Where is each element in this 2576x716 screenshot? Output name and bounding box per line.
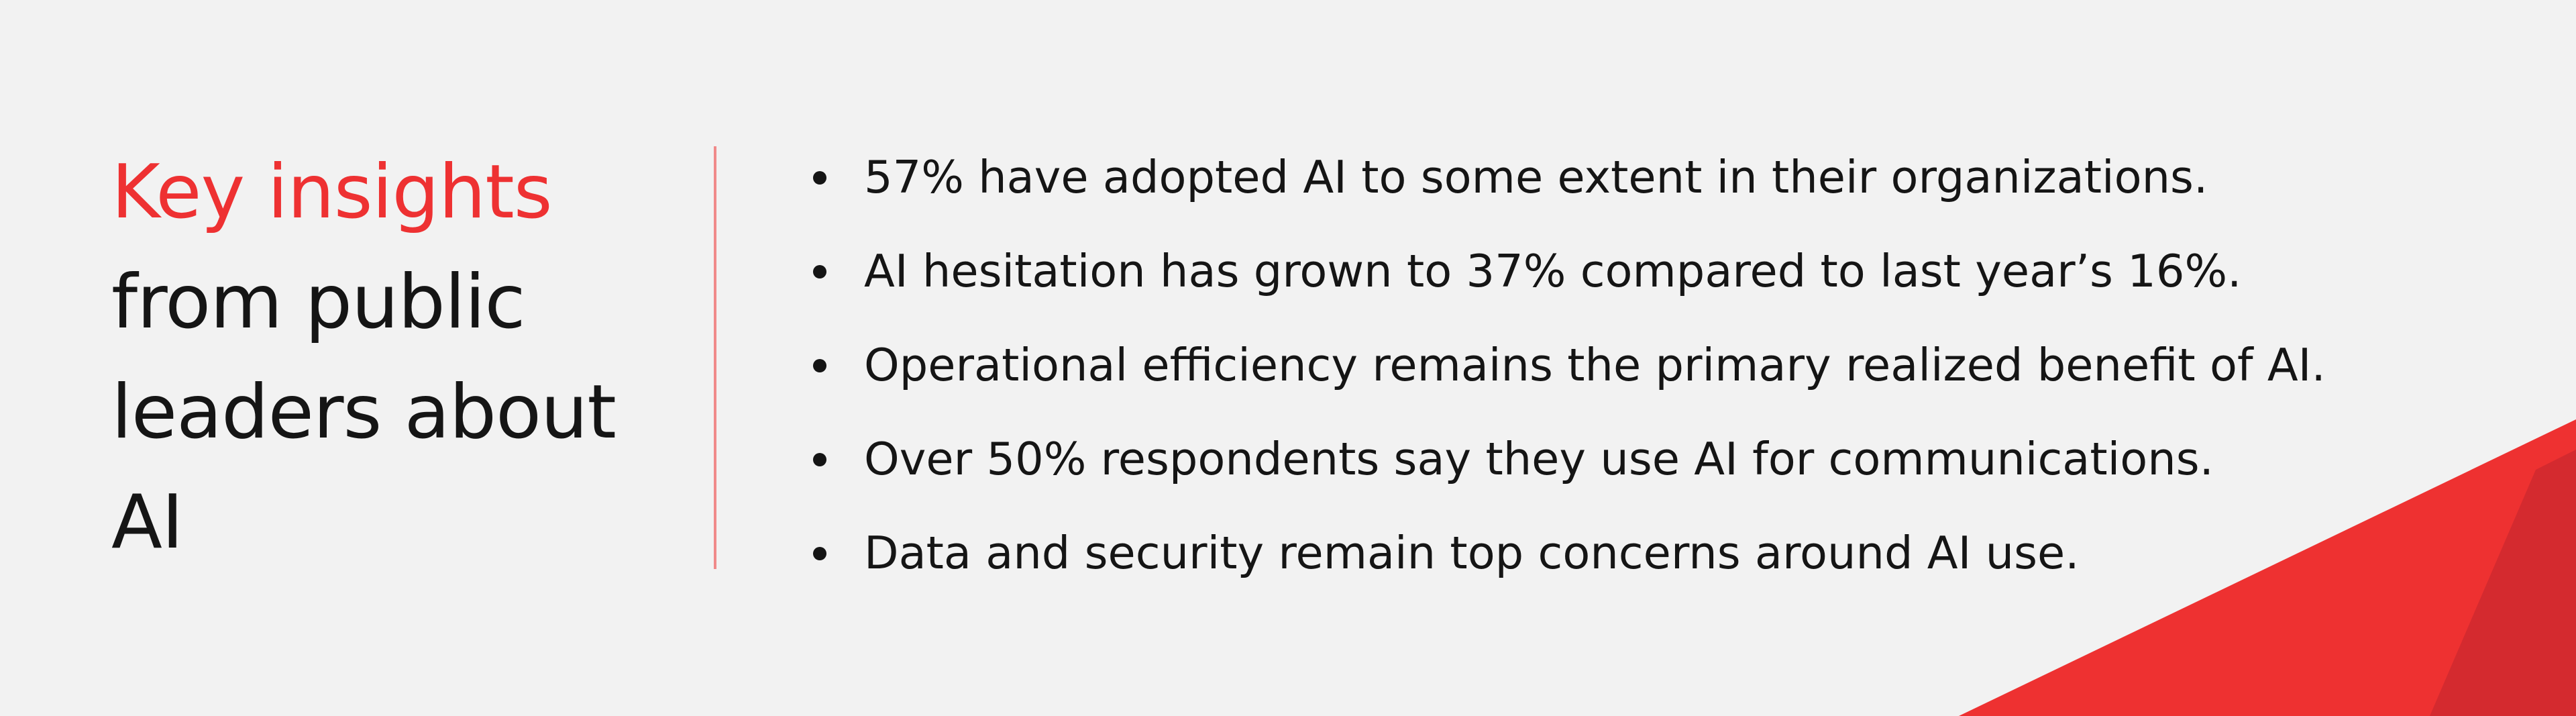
heading-accent: Key insights — [111, 149, 553, 236]
bullet-icon — [813, 265, 826, 278]
insight-item: AI hesitation has grown to 37% compared … — [813, 224, 2326, 318]
insight-item: Operational efficiency remains the prima… — [813, 318, 2326, 412]
insight-text: Data and security remain top concerns ar… — [864, 527, 2080, 579]
vertical-divider — [714, 146, 716, 569]
insight-item: Over 50% respondents say they use AI for… — [813, 412, 2326, 506]
banner-heading: Key insights from public leaders about A… — [111, 138, 688, 578]
bullet-icon — [813, 453, 826, 466]
insight-text: Over 50% respondents say they use AI for… — [864, 433, 2214, 485]
heading-rest: from public leaders about AI — [111, 259, 616, 566]
red-triangle-shape — [1959, 419, 2576, 716]
insight-item: Data and security remain top concerns ar… — [813, 506, 2326, 600]
dark-red-triangle-shape — [2430, 450, 2576, 716]
insight-text: Operational efficiency remains the prima… — [864, 339, 2326, 391]
bullet-icon — [813, 359, 826, 372]
insight-text: 57% have adopted AI to some extent in th… — [864, 151, 2208, 203]
insight-text: AI hesitation has grown to 37% compared … — [864, 245, 2242, 297]
insight-item: 57% have adopted AI to some extent in th… — [813, 130, 2326, 224]
bullet-icon — [813, 171, 826, 185]
bullet-icon — [813, 547, 826, 560]
insights-list: 57% have adopted AI to some extent in th… — [813, 130, 2326, 600]
